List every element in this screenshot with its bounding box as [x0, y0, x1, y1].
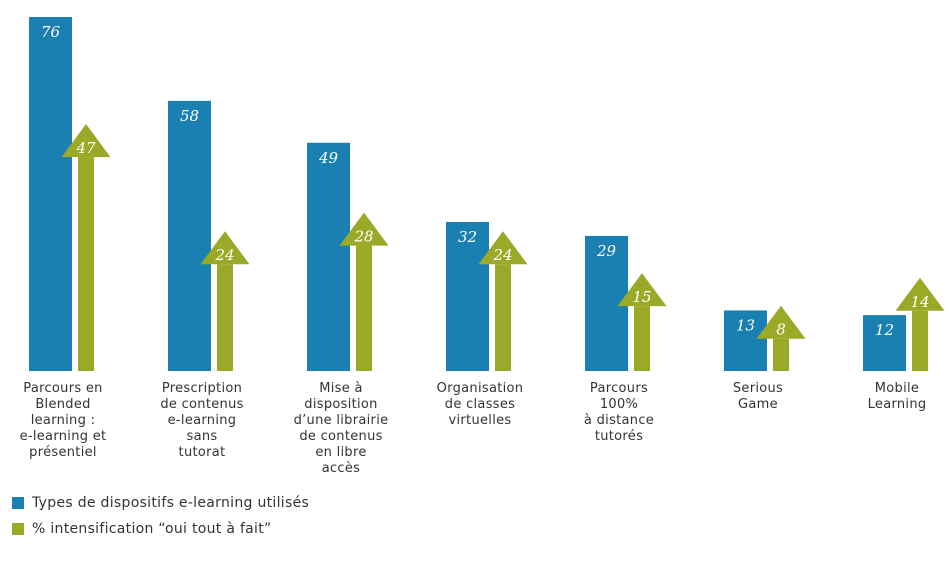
x-tick-label: Parcours 100% à distance tutorés — [583, 381, 655, 444]
arrow-shaft-series2 — [495, 264, 511, 371]
legend-label: % intensification “oui tout à fait” — [32, 521, 272, 537]
arrow-head-series2 — [895, 277, 945, 311]
data-label: 24 — [492, 246, 512, 264]
arrow-head-series2 — [339, 212, 389, 246]
arrow-shaft-series2 — [356, 245, 372, 371]
arrow-head-series2 — [478, 231, 528, 265]
legend-swatch-green — [12, 523, 24, 535]
arrow-head-series2 — [756, 305, 806, 339]
data-label: 24 — [214, 246, 234, 264]
data-label: 14 — [910, 293, 929, 311]
data-label: 15 — [632, 288, 651, 306]
data-label: 49 — [318, 149, 339, 167]
bar-series1 — [307, 142, 350, 371]
data-label: 12 — [875, 321, 894, 339]
arrow-head-series2 — [617, 273, 667, 307]
x-tick-label: Organisation de classes virtuelles — [436, 381, 524, 428]
data-label: 32 — [458, 228, 477, 246]
legend-swatch-blue — [12, 497, 24, 509]
x-tick-label: Mise à disposition d’une librairie de conte… — [293, 381, 389, 476]
data-label: 58 — [180, 107, 199, 125]
arrow-head-series2 — [61, 124, 111, 158]
arrow-shaft-series2 — [773, 338, 789, 371]
arrow-shaft-series2 — [78, 157, 94, 371]
x-tick-label: Mobile Learning — [867, 381, 927, 412]
bar-series1 — [446, 221, 489, 371]
data-label: 29 — [596, 242, 617, 260]
x-tick-label: Parcours en Blended learning : e-learning e… — [19, 381, 107, 460]
data-label: 8 — [776, 321, 786, 339]
x-tick-label: Serious Game — [732, 381, 784, 412]
bar-series1 — [29, 17, 72, 371]
data-label: 28 — [353, 228, 373, 246]
legend-item-series1: Types de dispositifs e-learning utilisés — [12, 495, 309, 511]
data-label: 47 — [75, 139, 96, 157]
arrow-head-series2 — [200, 231, 250, 265]
bar-series1 — [863, 315, 906, 371]
arrow-shaft-series2 — [634, 306, 650, 371]
arrow-shaft-series2 — [217, 264, 233, 371]
x-tick-label: Prescription de contenus e-learning sans tut… — [160, 381, 244, 460]
data-label: 13 — [736, 316, 755, 334]
bar-series1 — [724, 310, 767, 371]
legend-label: Types de dispositifs e-learning utilisés — [32, 495, 310, 511]
bar-series1 — [168, 100, 211, 371]
legend-item-series2: % intensification “oui tout à fait” — [12, 521, 272, 537]
arrow-shaft-series2 — [912, 310, 928, 371]
data-label: 76 — [41, 23, 61, 41]
